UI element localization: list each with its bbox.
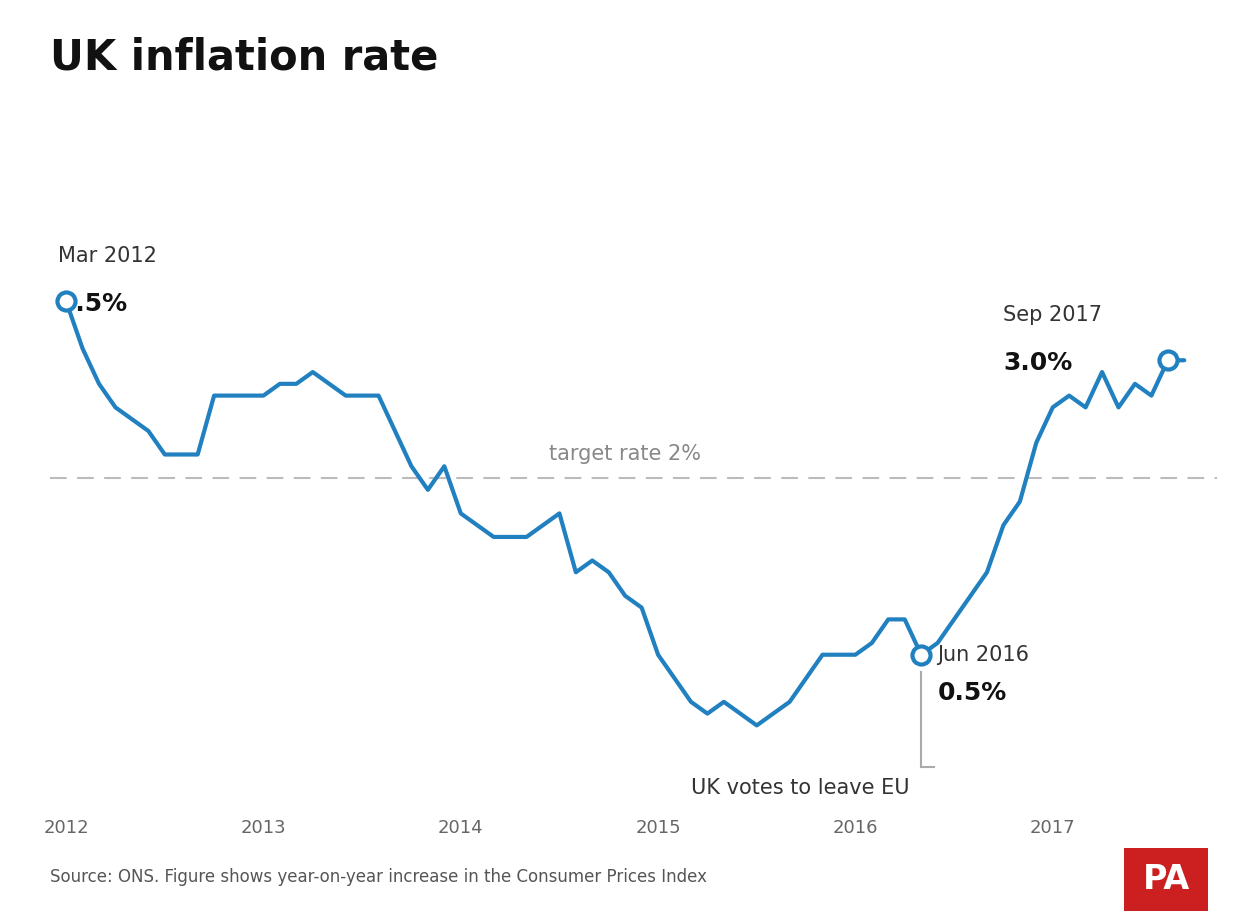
Text: Jun 2016: Jun 2016 [938, 645, 1030, 666]
Text: Source: ONS. Figure shows year-on-year increase in the Consumer Prices Index: Source: ONS. Figure shows year-on-year i… [50, 868, 707, 886]
Text: UK votes to leave EU: UK votes to leave EU [691, 778, 909, 799]
Text: 3.5%: 3.5% [58, 292, 127, 316]
Text: 3.0%: 3.0% [1004, 351, 1073, 375]
Text: UK inflation rate: UK inflation rate [50, 37, 438, 79]
Text: 0.5%: 0.5% [938, 680, 1007, 705]
Text: target rate 2%: target rate 2% [549, 444, 702, 464]
Text: PA: PA [1143, 863, 1190, 896]
Text: Sep 2017: Sep 2017 [1004, 305, 1103, 325]
Text: Mar 2012: Mar 2012 [58, 246, 156, 266]
